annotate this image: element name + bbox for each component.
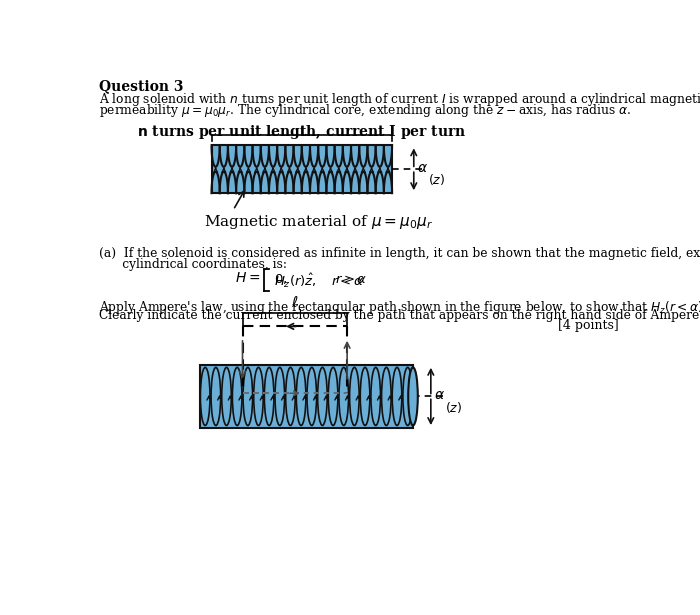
- Ellipse shape: [408, 367, 418, 426]
- Text: (a)  If the solenoid is considered as infinite in length, it can be shown that t: (a) If the solenoid is considered as inf…: [99, 247, 700, 260]
- Text: $\ell$: $\ell$: [291, 295, 299, 310]
- Text: $H =$: $H =$: [235, 271, 260, 285]
- Ellipse shape: [232, 367, 242, 426]
- Ellipse shape: [200, 367, 210, 426]
- Ellipse shape: [222, 367, 231, 426]
- Ellipse shape: [275, 367, 285, 426]
- Text: $\mathbf{n}$ turns per unit length, current I per turn: $\mathbf{n}$ turns per unit length, curr…: [137, 123, 467, 141]
- Text: [4 points]: [4 points]: [558, 319, 618, 333]
- Text: A long solenoid with $n$ turns per unit length of current $I$ is wrapped around : A long solenoid with $n$ turns per unit …: [99, 91, 700, 108]
- Ellipse shape: [382, 367, 391, 426]
- Text: Apply Ampere's law, using the rectangular path shown in the figure below, to sho: Apply Ampere's law, using the rectangula…: [99, 299, 700, 315]
- Ellipse shape: [296, 367, 306, 426]
- Ellipse shape: [211, 367, 220, 426]
- Text: permeability $\mu = \mu_0\mu_r$. The cylindrical core, extending along the $z-$a: permeability $\mu = \mu_0\mu_r$. The cyl…: [99, 101, 631, 119]
- Ellipse shape: [253, 367, 263, 426]
- Ellipse shape: [403, 367, 412, 426]
- Bar: [211, 145, 392, 193]
- Ellipse shape: [286, 367, 295, 426]
- Text: $(z)$: $(z)$: [444, 400, 462, 415]
- Ellipse shape: [339, 367, 349, 426]
- Text: $\alpha$: $\alpha$: [434, 388, 445, 402]
- Ellipse shape: [360, 367, 370, 426]
- Text: Question 3: Question 3: [99, 79, 183, 93]
- Text: $0,\qquad\quad\;\; r > \alpha$: $0,\qquad\quad\;\; r > \alpha$: [274, 272, 367, 287]
- Ellipse shape: [371, 367, 381, 426]
- Text: cylindrical coordinates, is:: cylindrical coordinates, is:: [99, 258, 287, 271]
- Ellipse shape: [328, 367, 338, 426]
- Text: $\alpha$: $\alpha$: [417, 161, 428, 175]
- Ellipse shape: [318, 367, 327, 426]
- Ellipse shape: [349, 367, 359, 426]
- Ellipse shape: [307, 367, 316, 426]
- Ellipse shape: [243, 367, 253, 426]
- Ellipse shape: [392, 367, 402, 426]
- Text: Clearly indicate the current enclosed by the path that appears on the right hand: Clearly indicate the current enclosed by…: [99, 309, 700, 322]
- Ellipse shape: [265, 367, 274, 426]
- Text: $H_z(r)\hat{z},\quad r < \alpha$: $H_z(r)\hat{z},\quad r < \alpha$: [274, 272, 363, 290]
- Bar: [200, 365, 413, 428]
- Text: Magnetic material of $\mu=\mu_0\mu_r$: Magnetic material of $\mu=\mu_0\mu_r$: [204, 213, 433, 231]
- Text: $(z)$: $(z)$: [428, 172, 445, 188]
